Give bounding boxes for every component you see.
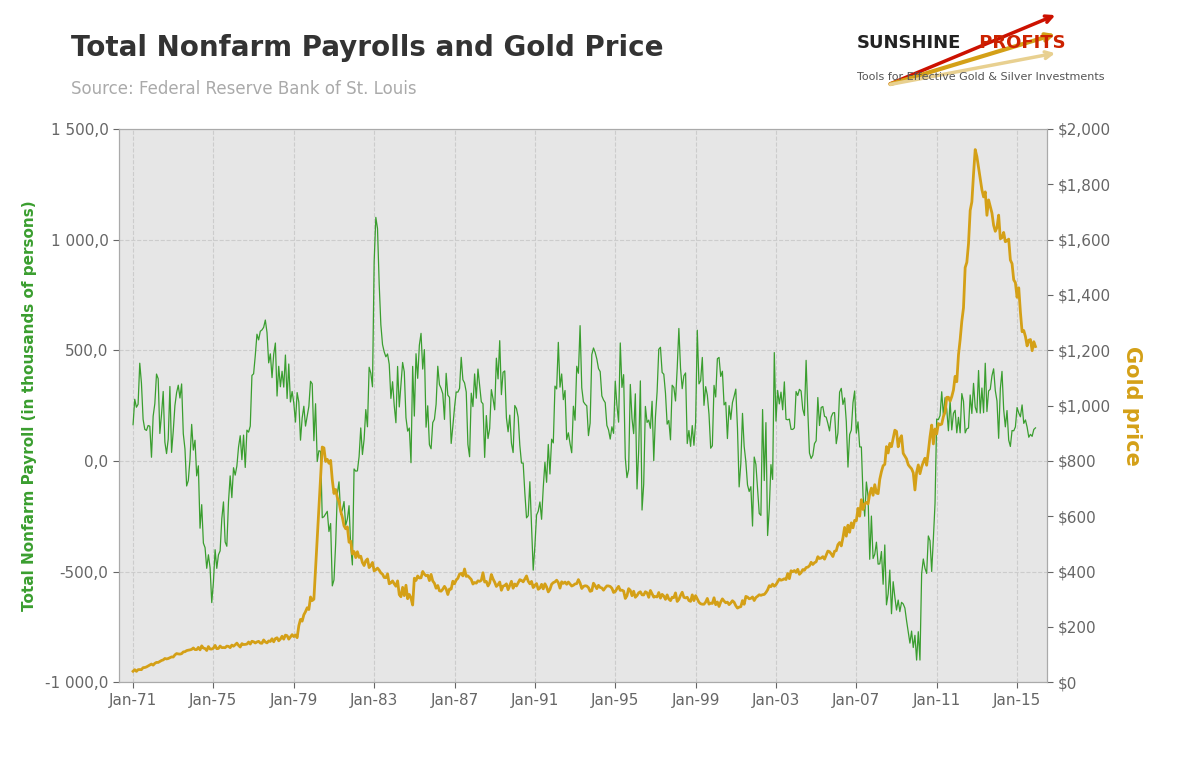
Y-axis label: Total Nonfarm Payroll (in thousands of persons): Total Nonfarm Payroll (in thousands of p… xyxy=(21,200,37,611)
Text: PROFITS: PROFITS xyxy=(973,34,1066,52)
Text: SUNSHINE: SUNSHINE xyxy=(857,34,962,52)
Text: Total Nonfarm Payrolls and Gold Price: Total Nonfarm Payrolls and Gold Price xyxy=(71,34,664,62)
Text: Source: Federal Reserve Bank of St. Louis: Source: Federal Reserve Bank of St. Loui… xyxy=(71,80,416,98)
Text: Tools for Effective Gold & Silver Investments: Tools for Effective Gold & Silver Invest… xyxy=(857,72,1104,82)
Y-axis label: Gold price: Gold price xyxy=(1122,346,1142,465)
